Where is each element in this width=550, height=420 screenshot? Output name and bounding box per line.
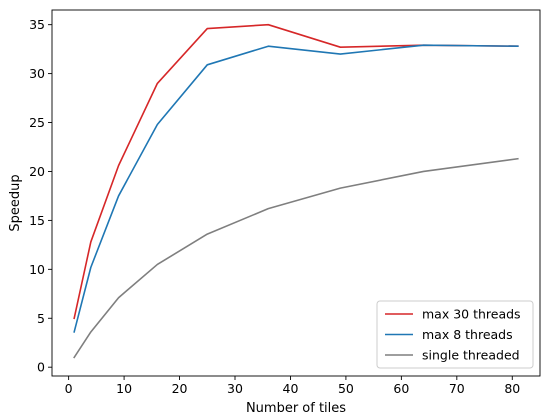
x-tick-label: 40 [283,381,299,396]
y-tick-label: 10 [29,262,45,277]
x-tick-label: 80 [504,381,520,396]
series-line-2 [73,44,519,333]
x-tick-label: 20 [172,381,188,396]
series-layer [73,23,519,359]
x-tick-label: 10 [116,381,132,396]
y-tick-label: 30 [29,66,45,81]
y-tick-label: 5 [37,311,45,326]
legend: max 30 threads max 8 threads single thread… [376,300,534,369]
y-tick-label: 35 [29,17,45,32]
axes-layer: 0 10 20 30 40 50 60 70 80 0 5 10 15 20 25 30 35 [29,9,541,396]
series-line-1 [73,23,519,320]
legend-label-2: max 8 threads [422,327,513,342]
y-tick-label: 25 [29,115,45,130]
y-axis-label: Speedup [8,174,23,231]
x-tick-label: 50 [338,381,354,396]
x-tick-label: 70 [449,381,465,396]
series-line-3 [73,157,519,359]
legend-label-3: single threaded [422,348,520,363]
x-tick-label: 0 [65,381,73,396]
legend-box [376,300,534,369]
x-tick-label: 60 [393,381,409,396]
x-axis-label: Number of tiles [246,401,346,416]
y-tick-label: 15 [29,213,45,228]
y-tick-label: 20 [29,164,45,179]
legend-label-1: max 30 threads [422,307,521,322]
axes-frame [51,9,541,377]
x-tick-label: 30 [227,381,243,396]
y-tick-label: 0 [37,360,45,375]
